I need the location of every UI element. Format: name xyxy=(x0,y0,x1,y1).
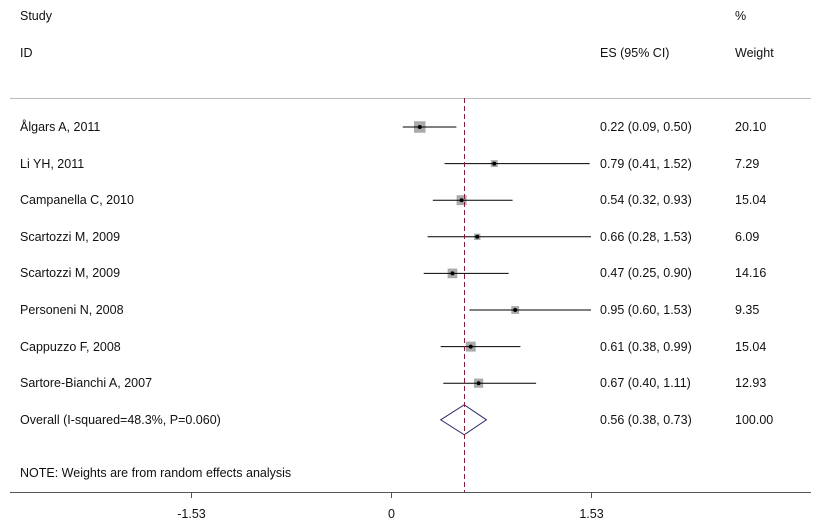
note-text: NOTE: Weights are from random effects an… xyxy=(20,466,292,480)
es-ci-value: 0.79 (0.41, 1.52) xyxy=(600,156,692,171)
overall-diamond xyxy=(439,404,488,436)
weight-value: 6.09 xyxy=(735,229,760,244)
study-label: Cappuzzo F, 2008 xyxy=(20,339,121,354)
weight-value: 14.16 xyxy=(735,266,767,281)
study-label: Scartozzi M, 2009 xyxy=(20,229,121,244)
point-estimate xyxy=(492,161,497,166)
weight-value: 7.29 xyxy=(735,156,760,171)
study-label: Scartozzi M, 2009 xyxy=(20,266,121,281)
study-label: Campanella C, 2010 xyxy=(20,193,134,208)
weight-value: 15.04 xyxy=(735,339,767,354)
es-ci-value: 0.67 (0.40, 1.11) xyxy=(600,376,691,391)
weight-value: 15.04 xyxy=(735,193,767,208)
overall-label: Overall (I-squared=48.3%, P=0.060) xyxy=(20,412,221,427)
point-estimate xyxy=(450,271,455,276)
weight-value: 20.10 xyxy=(735,120,767,134)
es-ci-value: 0.54 (0.32, 0.93) xyxy=(600,193,692,208)
es-header: ES (95% CI) xyxy=(600,46,670,60)
point-estimate xyxy=(417,125,422,129)
study-label: Sartore-Bianchi A, 2007 xyxy=(20,376,153,391)
es-ci-value: 0.95 (0.60, 1.53) xyxy=(600,303,692,317)
point-estimate xyxy=(476,381,481,386)
es-ci-value: 0.61 (0.38, 0.99) xyxy=(600,339,692,354)
weight-value: 9.35 xyxy=(735,303,760,317)
point-estimate xyxy=(475,234,480,239)
study-label: Li YH, 2011 xyxy=(20,156,85,171)
overall-es-ci: 0.56 (0.38, 0.73) xyxy=(600,412,692,427)
study-label: Ålgars A, 2011 xyxy=(20,120,101,134)
weight-header: Weight xyxy=(735,46,774,60)
x-tick-label: 0 xyxy=(388,507,395,521)
id-header: ID xyxy=(20,46,33,60)
study-header: Study xyxy=(20,9,52,23)
weight-percent-header: % xyxy=(735,9,747,23)
point-estimate xyxy=(459,198,464,203)
weight-value: 12.93 xyxy=(735,376,767,391)
es-ci-value: 0.22 (0.09, 0.50) xyxy=(600,120,692,134)
es-ci-value: 0.66 (0.28, 1.53) xyxy=(600,229,692,244)
point-estimate xyxy=(468,344,473,349)
point-estimate xyxy=(513,308,518,312)
x-tick-label: 1.53 xyxy=(579,507,603,521)
es-ci-value: 0.47 (0.25, 0.90) xyxy=(600,266,692,281)
study-label: Personeni N, 2008 xyxy=(20,303,124,317)
x-tick-label: -1.53 xyxy=(177,507,206,521)
overall-weight: 100.00 xyxy=(735,412,774,427)
